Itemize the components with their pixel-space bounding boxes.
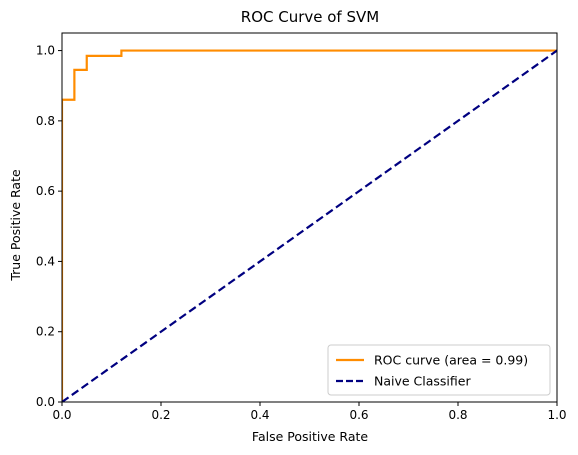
x-tick-label: 0.6 [349,408,368,422]
plot-area [62,49,557,402]
x-tick-label: 0.8 [448,408,467,422]
y-axis-label: True Positive Rate [8,169,23,282]
legend-box [327,344,551,396]
y-tick-label: 0.8 [36,114,55,128]
y-tick-label: 0.2 [36,325,55,339]
y-tick-label: 0.4 [36,254,55,268]
x-axis-label: False Positive Rate [252,429,368,444]
y-tick-label: 1.0 [36,44,55,58]
x-tick-label: 0.2 [151,408,170,422]
axes-frame [61,32,558,403]
series-lines [62,49,557,402]
legend: ROC curve (area = 0.99) Naive Classifier [327,344,551,396]
y-tick-label: 0.0 [36,395,55,409]
axes: 0.0 0.2 0.4 0.6 0.8 1.0 0.0 0.2 0.4 0.6 0.8 1.0 [36,32,567,422]
legend-label: ROC curve (area = 0.99) [374,353,528,368]
y-tick-label: 0.6 [36,184,55,198]
roc-curve-line [62,49,557,402]
x-tick-label: 0.0 [52,408,71,422]
chart-title: ROC Curve of SVM [241,8,379,26]
x-tick-label: 1.0 [547,408,566,422]
legend-label: Naive Classifier [374,374,471,389]
x-tick-label: 0.4 [250,408,269,422]
naive-classifier-line [62,49,557,402]
